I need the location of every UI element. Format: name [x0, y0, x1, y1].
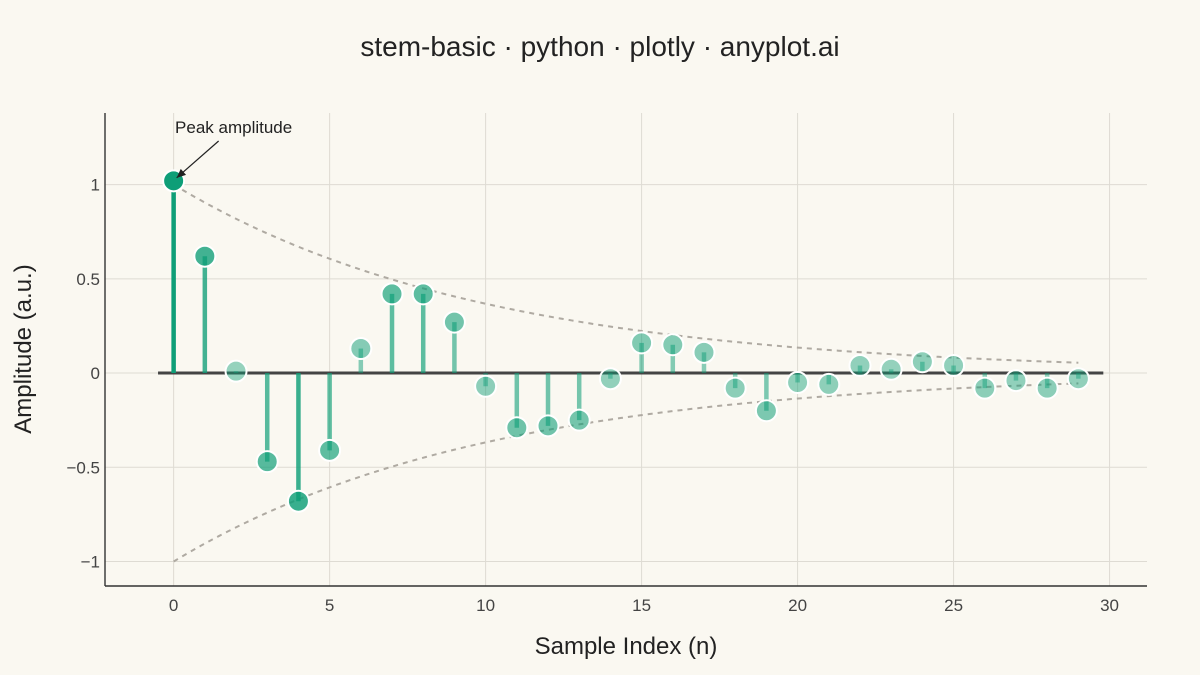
y-tick-label: −0.5 — [66, 458, 100, 477]
stem-marker — [255, 450, 279, 474]
envelope-lower — [173, 382, 1079, 563]
stem-marker — [598, 367, 622, 391]
x-tick-label: 0 — [169, 596, 178, 615]
stem-marker — [349, 337, 373, 361]
stem-marker — [474, 374, 498, 398]
stem-marker — [661, 333, 685, 357]
x-tick-label: 15 — [632, 596, 651, 615]
y-tick-label: 0.5 — [76, 270, 100, 289]
y-tick-label: −1 — [81, 553, 100, 572]
stem-marker — [567, 408, 591, 432]
stem-marker — [411, 282, 435, 306]
x-tick-label: 30 — [1100, 596, 1119, 615]
decay-envelope — [173, 183, 1079, 563]
annotation-arrowhead — [176, 168, 187, 178]
stem-marker — [879, 357, 903, 381]
annotation-arrow — [176, 140, 220, 179]
stem-marker — [817, 372, 841, 396]
y-tick-label: 0 — [91, 364, 100, 383]
annotation-peak-amplitude: Peak amplitude — [175, 118, 292, 137]
stem-marker — [1035, 376, 1059, 400]
x-axis-title: Sample Index (n) — [535, 633, 718, 660]
stem-marker — [910, 350, 934, 374]
stem-marker — [536, 414, 560, 438]
x-tick-label: 20 — [788, 596, 807, 615]
stem-marker — [848, 354, 872, 378]
stem-marker — [630, 331, 654, 355]
stem-marker — [442, 310, 466, 334]
y-tick-label: 1 — [91, 176, 100, 195]
stem-marker — [380, 282, 404, 306]
annotation: Peak amplitude — [175, 118, 292, 179]
x-tick-label: 25 — [944, 596, 963, 615]
markers — [162, 169, 1090, 513]
stem-marker — [723, 376, 747, 400]
axes: 0 5 10 15 20 25 30 −1 −0.5 0 0.5 1 — [66, 113, 1147, 615]
stem-marker — [193, 244, 217, 268]
stem-marker — [692, 340, 716, 364]
x-tick-label: 10 — [476, 596, 495, 615]
stem-marker — [505, 416, 529, 440]
chart-title: stem-basic · python · plotly · anyplot.a… — [360, 31, 839, 62]
stem-marker — [754, 399, 778, 423]
y-axis-title: Amplitude (a.u.) — [10, 264, 37, 433]
stem-marker — [973, 376, 997, 400]
stem-marker — [786, 370, 810, 394]
stem-marker — [286, 489, 310, 513]
stem-marker — [1004, 369, 1028, 393]
stem-marker — [224, 359, 248, 383]
stem-marker — [942, 354, 966, 378]
stem-marker — [1066, 367, 1090, 391]
grid — [105, 113, 1147, 586]
envelope-upper — [173, 183, 1079, 364]
stem-marker — [318, 438, 342, 462]
x-tick-label: 5 — [325, 596, 334, 615]
